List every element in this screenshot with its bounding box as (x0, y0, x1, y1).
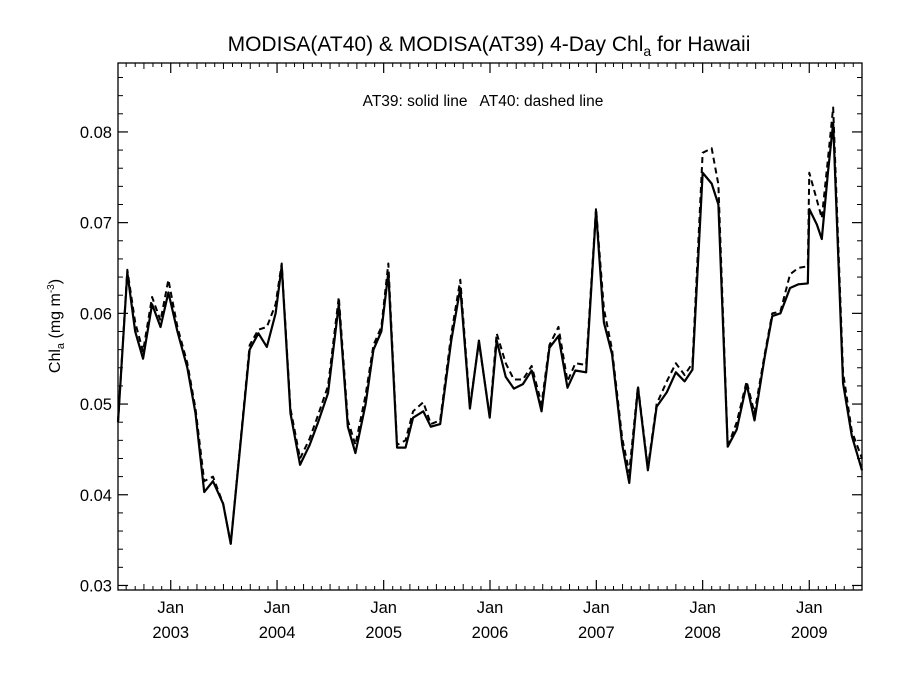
x-tick-label-year: 2004 (259, 624, 296, 642)
y-tick-label: 0.05 (80, 396, 112, 414)
chart-title-main: MODISA(AT40) & MODISA(AT39) 4-Day Chl (228, 33, 644, 56)
y-tick-label: 0.03 (80, 577, 112, 595)
x-tick-label-year: 2005 (365, 624, 402, 642)
series-layer (116, 106, 864, 545)
series-line-at39 (116, 121, 864, 545)
x-tick-label-month: Jan (157, 599, 184, 617)
x-tick-label-month: Jan (477, 599, 504, 617)
x-tick-label-month: Jan (370, 599, 397, 617)
chart-title-suffix: for Hawaii (651, 33, 750, 56)
y-tick-label: 0.08 (80, 124, 112, 142)
y-axis-label: Chla (mg m-3) (46, 279, 67, 373)
chart-title: MODISA(AT40) & MODISA(AT39) 4-Day Chla f… (228, 33, 751, 59)
x-tick-label-month: Jan (796, 599, 823, 617)
y-axis-label-units: (mg m (47, 293, 64, 343)
x-tick-label-year: 2003 (152, 624, 189, 642)
y-tick-label: 0.06 (80, 305, 112, 323)
x-tick-label-year: 2007 (578, 624, 615, 642)
y-axis-ticks: 0.03 0.04 0.05 0.06 0.07 0.08 (80, 77, 862, 595)
y-tick-label: 0.07 (80, 215, 112, 233)
y-axis-label-close: ) (47, 279, 64, 284)
x-tick-label-year: 2009 (791, 624, 828, 642)
series-line-at40 (117, 106, 863, 545)
x-tick-label-year: 2006 (472, 624, 509, 642)
chart-title-subscript: a (643, 43, 651, 59)
x-tick-label-month: Jan (689, 599, 716, 617)
x-tick-label-month: Jan (264, 599, 291, 617)
y-axis-label-superscript: -3 (46, 284, 57, 293)
x-tick-label-year: 2008 (684, 624, 721, 642)
x-tick-label-month: Jan (583, 599, 610, 617)
x-axis-ticks: Jan 2003 Jan 2004 Jan 2005 Jan 2006 Jan 2007 Jan 20… (125, 63, 854, 642)
plot-frame (117, 62, 863, 591)
series-annotation: AT39: solid line AT40: dashed line (363, 93, 604, 110)
y-axis-label-subscript: a (55, 342, 67, 349)
y-axis-label-main: Chl (47, 349, 64, 373)
y-tick-label: 0.04 (80, 487, 112, 505)
